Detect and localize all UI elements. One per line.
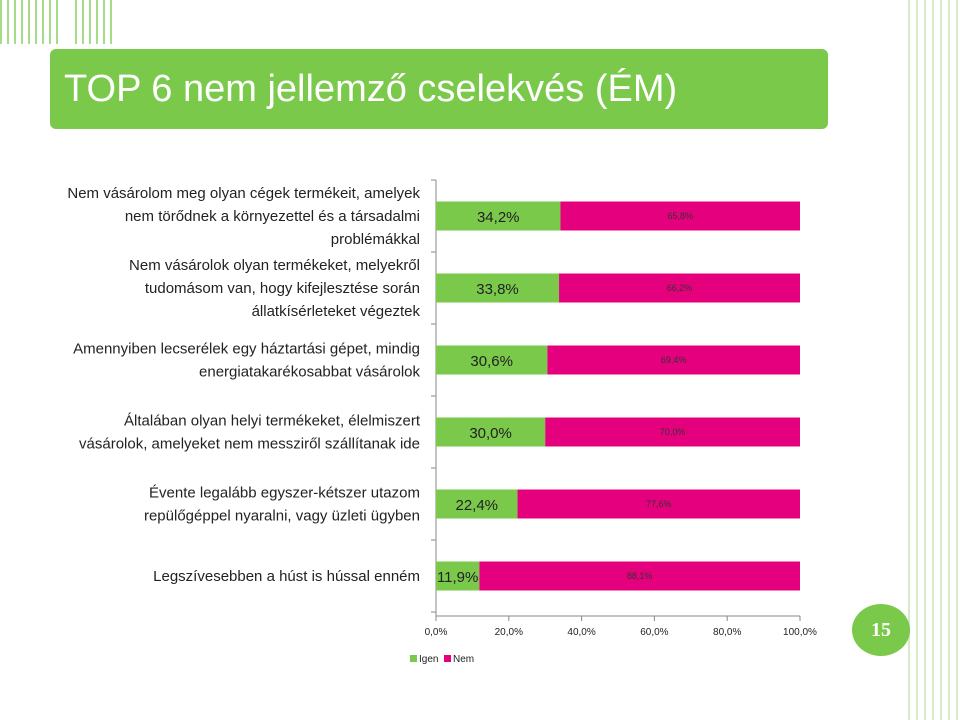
bar-igen: [436, 489, 518, 519]
bar-igen: [436, 417, 546, 447]
category-label: tudomásom van, hogy kifejlesztése során: [145, 280, 420, 297]
bar-nem: [547, 345, 800, 375]
decorative-stripes-right: [908, 0, 960, 720]
data-label-nem: 70,0%: [660, 427, 686, 437]
data-label-igen: 30,6%: [470, 353, 513, 370]
category-label: Évente legalább egyszer-kétszer utazom: [149, 485, 420, 502]
data-label-nem: 66,2%: [667, 283, 693, 293]
bar-nem: [560, 201, 800, 231]
bar-nem: [517, 489, 800, 519]
data-label-nem: 77,6%: [646, 499, 672, 509]
title-bar: TOP 6 nem jellemző cselekvés (ÉM): [50, 49, 828, 129]
bar-igen: [436, 345, 548, 375]
data-label-igen: 30,0%: [469, 425, 512, 442]
bar-igen: [436, 201, 561, 231]
legend-swatch-nem: [444, 655, 451, 662]
category-label: állatkísérleteket végeztek: [252, 303, 421, 320]
category-label: Nem vásárolom meg olyan cégek termékeit,…: [67, 185, 420, 202]
data-label-nem: 65,8%: [667, 211, 693, 221]
category-label: vásárolok, amelyeket nem messziről száll…: [79, 436, 420, 453]
category-label: Nem vásárolok olyan termékeket, melyekrő…: [129, 257, 420, 274]
category-label: energiatakarékosabbat vásárolok: [199, 364, 420, 381]
bar-igen: [436, 273, 560, 303]
category-label: Legszívesebben a húst is hússal enném: [153, 568, 420, 585]
bar-nem: [559, 273, 800, 303]
legend-swatch-igen: [410, 655, 417, 662]
category-label: problémákkal: [331, 231, 420, 248]
x-tick-label: 20,0%: [495, 627, 523, 638]
data-label-igen: 34,2%: [477, 209, 520, 226]
x-tick-label: 80,0%: [713, 627, 741, 638]
slide-title: TOP 6 nem jellemző cselekvés (ÉM): [64, 67, 678, 110]
data-label-igen: 11,9%: [437, 569, 478, 586]
category-label: Általában olyan helyi termékeket, élelmi…: [124, 413, 421, 430]
category-label: nem törődnek a környezettel és a társada…: [125, 208, 420, 225]
data-label-nem: 69,4%: [661, 355, 687, 365]
data-label-igen: 33,8%: [476, 281, 519, 298]
data-label-igen: 22,4%: [455, 497, 498, 514]
legend-label-nem: Nem: [453, 654, 474, 665]
x-tick-label: 0,0%: [425, 627, 448, 638]
category-label: Amennyiben lecserélek egy háztartási gép…: [73, 341, 420, 358]
bar-igen: [436, 561, 480, 591]
legend-label-igen: Igen: [419, 654, 438, 665]
x-tick-label: 60,0%: [640, 627, 668, 638]
decorative-stripes-top: [75, 0, 115, 44]
x-tick-label: 100,0%: [783, 627, 817, 638]
category-label: repülőgéppel nyaralni, vagy üzleti ügybe…: [144, 508, 420, 525]
bar-nem: [545, 417, 800, 447]
page-number-badge: 15: [852, 604, 910, 656]
data-label-nem: 88,1%: [627, 571, 653, 581]
bar-nem: [479, 561, 800, 591]
x-tick-label: 40,0%: [567, 627, 595, 638]
decorative-stripes-top: [0, 0, 60, 44]
